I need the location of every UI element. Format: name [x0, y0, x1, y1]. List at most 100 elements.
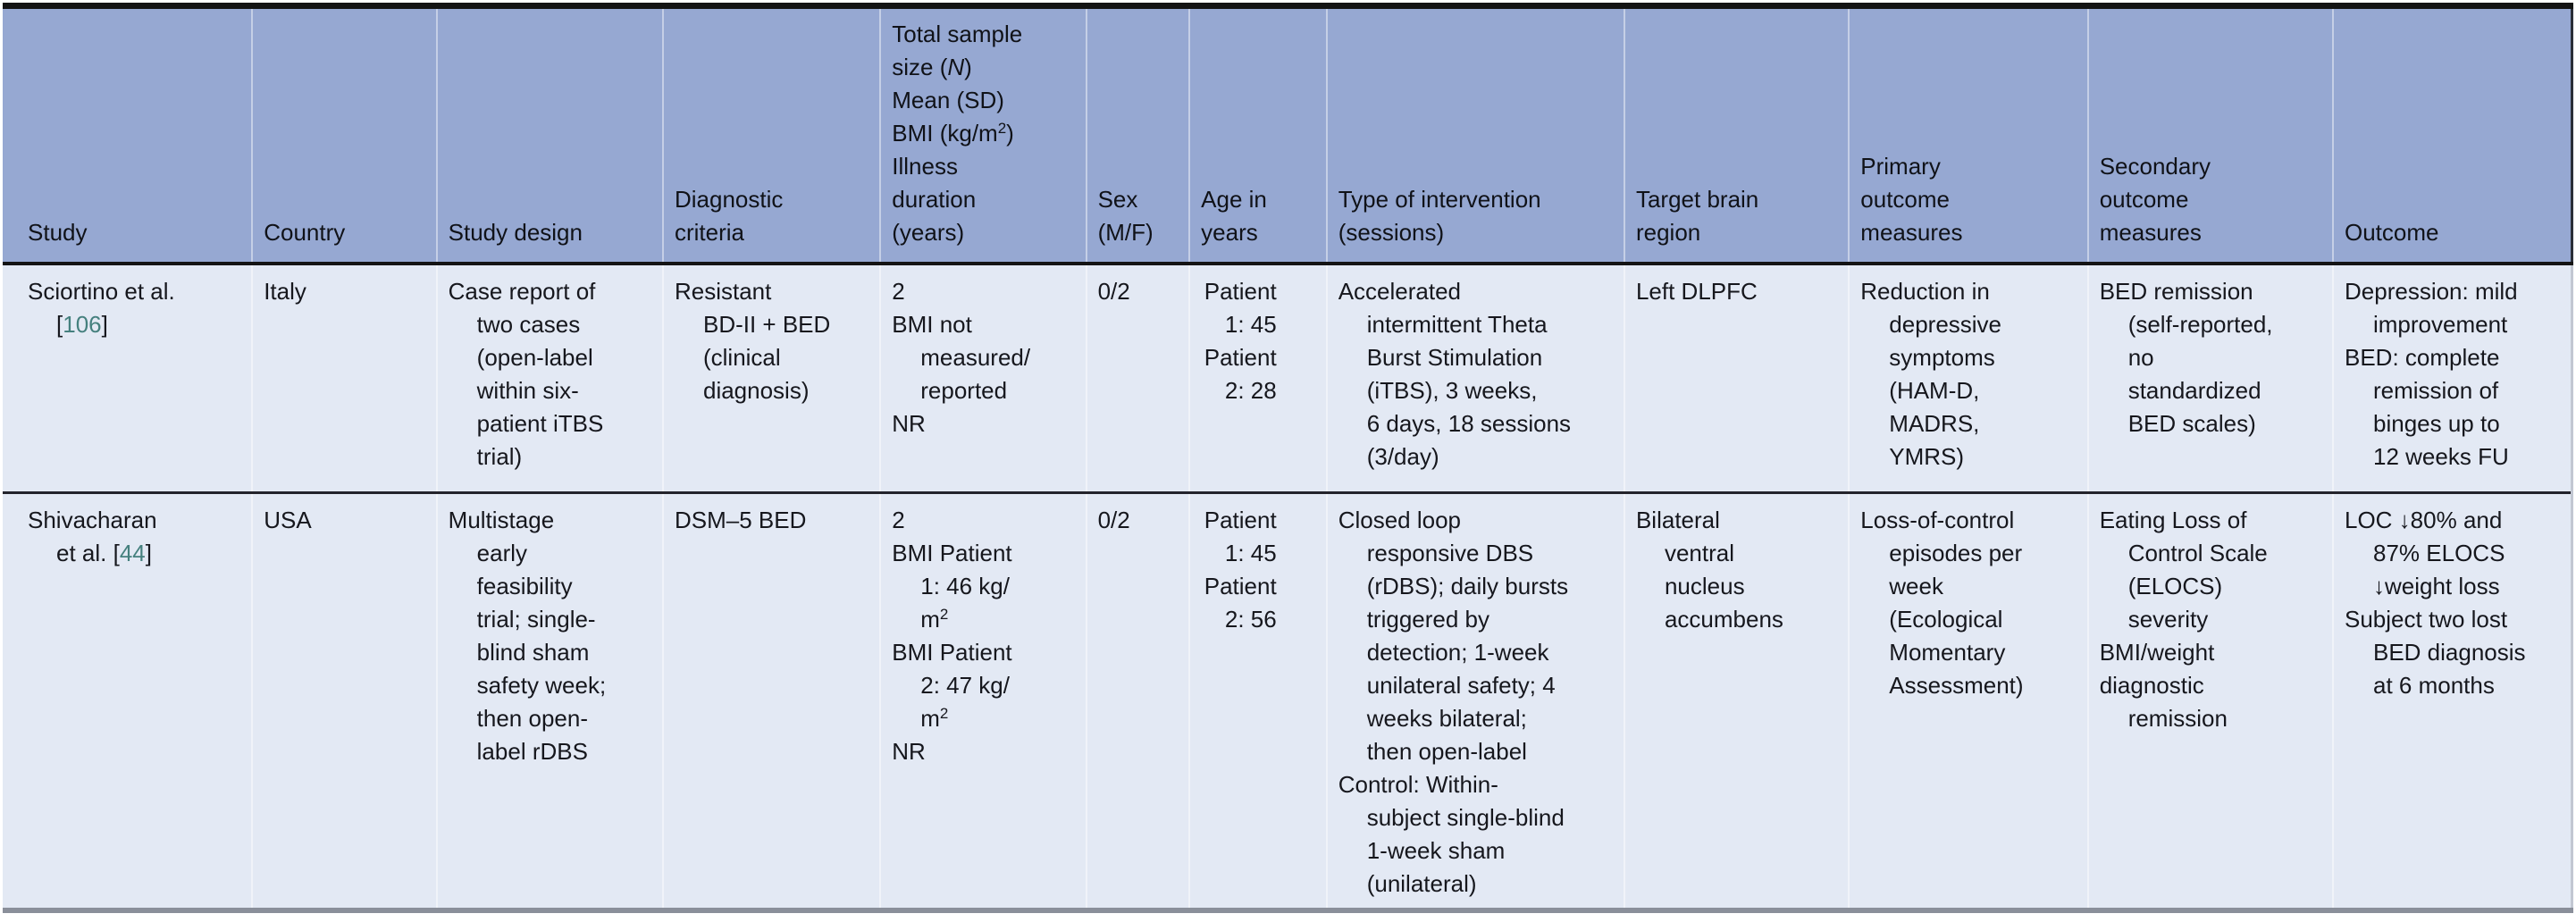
cell-age: Patient 1: 45 Patient 2: 28 [1188, 264, 1327, 492]
cell-primary-outcomes: Loss-of-control episodes per week (Ecolo… [1848, 492, 2088, 910]
col-header-primary-outcomes: Primary outcome measures [1848, 5, 2088, 264]
text-run: BMI/weight [2099, 638, 2215, 666]
cell-diagnostic-criteria: DSM–5 BED [661, 492, 881, 910]
text-run: ) Illness duration (years) [892, 120, 1014, 246]
text-run: Loss-of-control episodes per week (Ecolo… [1860, 506, 2024, 699]
text-run: Type of intervention (sessions) [1338, 186, 1541, 246]
header-row: Study Country Study design Diagnostic crite… [3, 5, 2573, 264]
text-run: Study design [448, 219, 583, 246]
col-header-intervention: Type of intervention (sessions) [1325, 5, 1624, 264]
cell-paragraph: LOC ↓80% and 87% ELOCS ↓weight loss [2345, 504, 2558, 603]
text-run: Depression: mild improvement [2345, 278, 2518, 338]
cell-paragraph: Sciortino et al. [106] [28, 275, 239, 341]
cell-paragraph: Sex (M/F) [1098, 183, 1177, 249]
cell-paragraph: Subject two lost BED diagnosis at 6 mont… [2345, 603, 2558, 702]
cell-paragraph: Study design [449, 216, 650, 249]
cell-paragraph: BMI/weight [2100, 636, 2320, 669]
cell-paragraph: diagnostic remission [2100, 669, 2320, 735]
text-run: Accelerated intermittent Theta Burst Sti… [1338, 278, 1572, 470]
text-run: 0/2 [1097, 278, 1130, 305]
col-header-target-region: Target brain region [1623, 5, 1850, 264]
table-body: Sciortino et al. [106] Italy Case report o… [3, 264, 2573, 910]
cell-target-region: Bilateral ventral nucleus accumbens [1623, 492, 1850, 910]
text-run: Multistage early feasibility trial; sing… [448, 506, 607, 765]
text-run: Age in years [1201, 186, 1267, 246]
text-run: BED: complete remission of binges up to … [2345, 344, 2509, 470]
cell-intervention: Accelerated intermittent Theta Burst Sti… [1325, 264, 1624, 492]
text-run: ) Mean (SD) BMI (kg/m [892, 54, 1004, 147]
text-run: Bilateral ventral nucleus accumbens [1635, 506, 1783, 633]
text-run: ] [101, 311, 108, 338]
text-run: Patient 1: 45 Patient 2: 28 [1204, 278, 1277, 404]
cell-paragraph: 0/2 [1098, 504, 1177, 537]
text-run: BMI Patient 2: 47 kg/ m [892, 638, 1012, 732]
text-run: Diagnostic criteria [674, 186, 784, 246]
cell-paragraph: Diagnostic criteria [675, 183, 867, 249]
col-header-study-design: Study design [435, 5, 663, 264]
cell-paragraph: Resistant BD-II + BED (clinical diagnosi… [675, 275, 867, 407]
cell-age: Patient 1: 45 Patient 2: 56 [1188, 492, 1327, 910]
cell-paragraph: Outcome [2345, 216, 2558, 249]
cell-paragraph: Bilateral ventral nucleus accumbens [1636, 504, 1835, 636]
text-run: NR [892, 737, 926, 765]
citation-link[interactable]: 44 [119, 539, 146, 566]
cell-paragraph: Shivacharan et al. [44] [28, 504, 239, 570]
cell-secondary-outcomes: BED remission (self-reported, no standar… [2086, 264, 2333, 492]
text-run: Outcome [2345, 219, 2439, 246]
text-run: LOC ↓80% and 87% ELOCS ↓weight loss [2345, 506, 2505, 599]
cell-diagnostic-criteria: Resistant BD-II + BED (clinical diagnosi… [661, 264, 881, 492]
text-run: Subject two lost BED diagnosis at 6 mont… [2345, 605, 2526, 699]
cell-paragraph: Primary outcome measures [1860, 150, 2074, 249]
cell-country: Italy [251, 264, 437, 492]
col-header-diagnostic-criteria: Diagnostic criteria [661, 5, 881, 264]
text-run: diagnostic remission [2099, 671, 2228, 732]
cell-paragraph: Target brain region [1636, 183, 1835, 249]
cell-paragraph: BMI not measured/ reported [892, 308, 1072, 407]
cell-sample-size: 2 BMI Patient 1: 46 kg/ m2 BMI Patient 2: … [879, 492, 1087, 910]
text-run: Target brain region [1635, 186, 1759, 246]
cell-secondary-outcomes: Eating Loss of Control Scale (ELOCS) sev… [2086, 492, 2333, 910]
cell-target-region: Left DLPFC [1623, 264, 1850, 492]
cell-paragraph: DSM–5 BED [675, 504, 867, 537]
text-run: Closed loop responsive DBS (rDBS); daily… [1338, 506, 1569, 765]
cell-paragraph: Eating Loss of Control Scale (ELOCS) sev… [2100, 504, 2320, 636]
text-run: BMI not measured/ reported [892, 311, 1031, 404]
cell-paragraph: Patient 1: 45 Patient 2: 28 [1201, 275, 1277, 407]
cell-paragraph: Accelerated intermittent Theta Burst Sti… [1338, 275, 1611, 474]
text-run: Sex (M/F) [1097, 186, 1154, 246]
table-row-1: Sciortino et al. [106] Italy Case report o… [3, 264, 2573, 492]
text-run: 0/2 [1097, 506, 1130, 533]
cell-paragraph: Type of intervention (sessions) [1338, 183, 1611, 249]
cell-study: Shivacharan et al. [44] [3, 492, 252, 910]
cell-paragraph: BMI Patient 1: 46 kg/ m2 [892, 537, 1072, 636]
text-run: NR [892, 410, 926, 437]
citation-link[interactable]: 106 [63, 311, 102, 338]
cell-paragraph: BMI Patient 2: 47 kg/ m2 [892, 636, 1072, 735]
text-run: Reduction in depressive symptoms (HAM-D,… [1860, 278, 2002, 470]
cell-study-design: Case report of two cases (open-label wit… [435, 264, 663, 492]
text-run: N [947, 54, 965, 80]
text-run: USA [264, 506, 312, 533]
cell-paragraph: NR [892, 735, 1072, 768]
text-run: 2 [939, 704, 949, 722]
cell-paragraph: Closed loop responsive DBS (rDBS); daily… [1338, 504, 1611, 768]
cell-paragraph: 2 [892, 504, 1072, 537]
text-run: Case report of two cases (open-label wit… [448, 278, 604, 470]
table-row-2: Shivacharan et al. [44] USA Multistage ear… [3, 492, 2573, 910]
col-header-secondary-outcomes: Secondary outcome measures [2086, 5, 2333, 264]
cell-paragraph: Age in years [1201, 183, 1313, 249]
cell-paragraph: Loss-of-control episodes per week (Ecolo… [1860, 504, 2074, 702]
cell-sample-size: 2 BMI not measured/ reported NR [879, 264, 1087, 492]
text-run: Italy [264, 278, 306, 305]
cell-paragraph: BED: complete remission of binges up to … [2345, 341, 2558, 474]
cell-paragraph: USA [264, 504, 423, 537]
col-header-sample-size: Total sample size (N) Mean (SD) BMI (kg/… [879, 5, 1087, 264]
cell-paragraph: 2 [892, 275, 1072, 308]
cell-intervention: Closed loop responsive DBS (rDBS); daily… [1325, 492, 1624, 910]
text-run: Secondary outcome measures [2099, 153, 2211, 246]
text-run: BMI Patient 1: 46 kg/ m [892, 539, 1012, 633]
cell-paragraph: Italy [264, 275, 423, 308]
text-run: Eating Loss of Control Scale (ELOCS) sev… [2099, 506, 2268, 633]
cell-paragraph: Study [28, 216, 239, 249]
